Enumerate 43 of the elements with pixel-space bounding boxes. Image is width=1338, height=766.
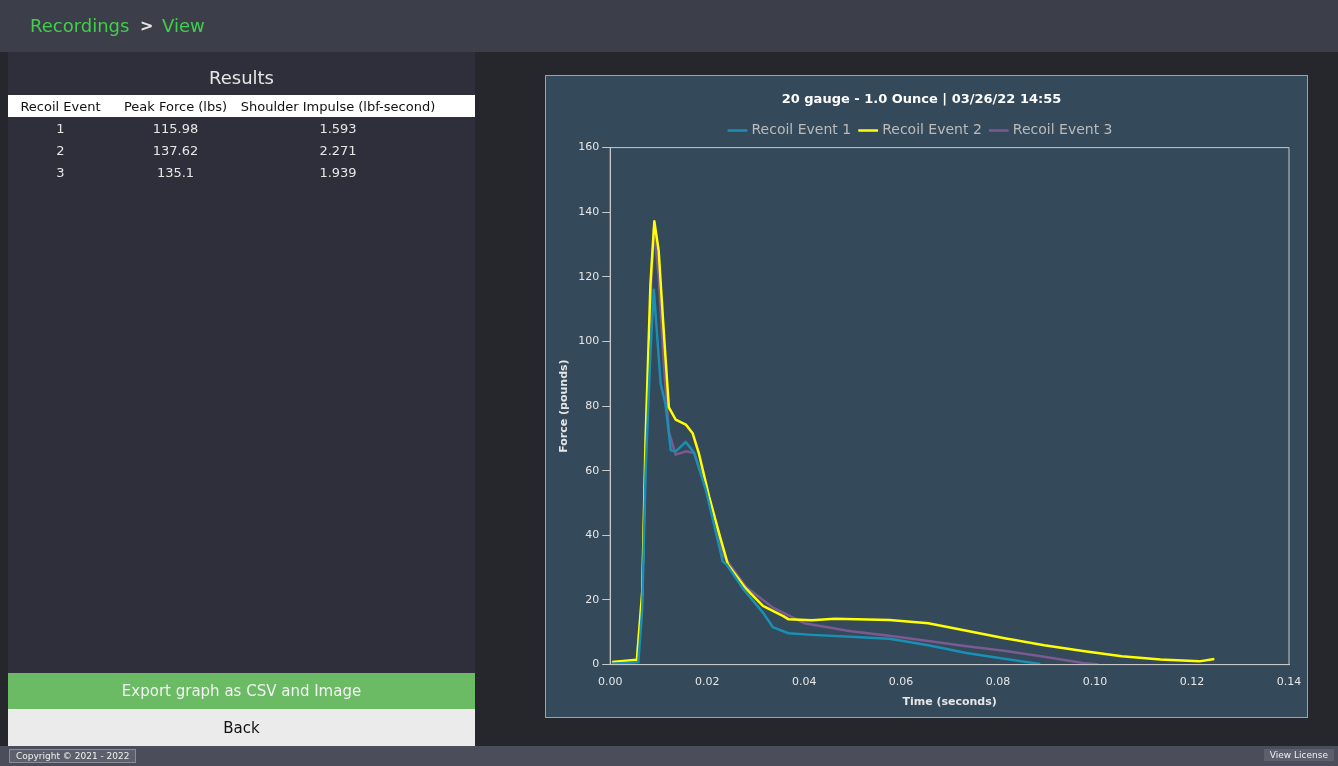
- data-label: 137.62: [151, 142, 200, 158]
- y-tick-label: 60: [585, 463, 600, 477]
- y-tick-label: 120: [578, 269, 600, 283]
- data-label: 3: [55, 164, 66, 180]
- text: View: [162, 15, 205, 36]
- x-tick-label: 0.12: [1179, 675, 1205, 689]
- legend-label: Recoil Event 3: [1012, 121, 1113, 138]
- y-tick-label: 40: [585, 528, 600, 542]
- x-tick-label: 0.08: [985, 675, 1011, 689]
- data-label: 1: [55, 120, 66, 136]
- data-label: 115.98: [151, 120, 200, 136]
- y-tick-label: 100: [578, 334, 600, 348]
- data-label: 135.1: [155, 164, 196, 180]
- category-label: Recoil Event: [19, 98, 102, 114]
- text: Copyright © 2021 - 2022: [9, 749, 137, 763]
- text: Results: [208, 67, 275, 88]
- x-tick-label: 0.10: [1082, 675, 1108, 689]
- x-tick-label: 0.14: [1276, 675, 1302, 689]
- x-tick-label: 0.04: [791, 675, 817, 689]
- x-tick-label: 0.06: [888, 675, 914, 689]
- category-label: Shoulder Impulse (lbf-second): [239, 98, 437, 114]
- y-tick-label: 20: [585, 592, 600, 606]
- y-tick-label: 140: [578, 205, 600, 219]
- legend-label: Recoil Event 1: [751, 121, 852, 138]
- text: Recordings: [30, 15, 130, 36]
- data-label: 1.593: [318, 120, 358, 136]
- text: View License: [1263, 749, 1334, 761]
- data-label: 2: [55, 142, 66, 158]
- data-label: 1.939: [318, 164, 358, 180]
- text: Back: [8, 709, 475, 746]
- chart-title: 20 gauge - 1.0 Ounce | 03/26/22 14:55: [781, 91, 1062, 107]
- x-tick-label: 0.00: [597, 675, 623, 689]
- text: Export graph as CSV and Image: [8, 673, 475, 709]
- y-tick-label: 160: [578, 140, 600, 154]
- x-tick-label: 0.02: [694, 675, 720, 689]
- y-tick-label: 0: [592, 657, 600, 671]
- category-label: Peak Force (lbs): [122, 98, 229, 114]
- y-tick-label: 80: [585, 398, 600, 412]
- x-axis-title: Time (seconds): [902, 695, 997, 709]
- legend-label: Recoil Event 2: [882, 121, 982, 138]
- data-label: 2.271: [318, 142, 358, 158]
- text: >: [140, 16, 154, 35]
- y-axis-title: Force (pounds): [557, 359, 571, 453]
